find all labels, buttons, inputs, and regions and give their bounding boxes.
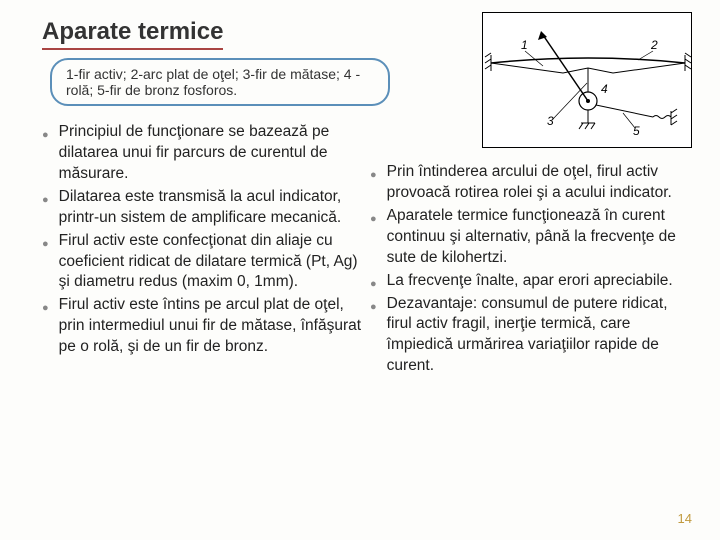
bullet-icon: ● xyxy=(370,212,377,227)
bullet-text: Principiul de funcţionare se bazează pe … xyxy=(59,122,362,185)
list-item: ● La frecvenţe înalte, apar erori apreci… xyxy=(370,271,690,292)
list-item: ● Aparatele termice funcţionează în cure… xyxy=(370,206,690,269)
list-item: ● Firul activ este confecţionat din alia… xyxy=(42,231,362,294)
bullet-icon: ● xyxy=(370,277,377,292)
diagram-label-1: 1 xyxy=(521,38,528,52)
bullet-text: Dilatarea este transmisă la acul indicat… xyxy=(59,187,362,229)
bullet-text: Prin întinderea arcului de oţel, firul a… xyxy=(387,162,690,204)
bullet-icon: ● xyxy=(370,300,377,315)
content-columns: ● Principiul de funcţionare se bazează p… xyxy=(42,122,690,379)
bullet-icon: ● xyxy=(42,301,49,316)
caption-box: 1-fir activ; 2-arc plat de oţel; 3-fir d… xyxy=(50,58,390,106)
list-item: ● Prin întinderea arcului de oţel, firul… xyxy=(370,162,690,204)
right-column: ● Prin întinderea arcului de oţel, firul… xyxy=(370,122,690,379)
diagram-label-5: 5 xyxy=(633,124,640,138)
page-number: 14 xyxy=(678,511,692,526)
diagram-label-2: 2 xyxy=(650,38,658,52)
bullet-text: Firul activ este confecţionat din aliaje… xyxy=(59,231,362,294)
list-item: ● Firul activ este întins pe arcul plat … xyxy=(42,295,362,358)
slide-title: Aparate termice xyxy=(42,18,223,50)
list-item: ● Dilatarea este transmisă la acul indic… xyxy=(42,187,362,229)
diagram-label-4: 4 xyxy=(601,82,608,96)
bullet-text: La frecvenţe înalte, apar erori apreciab… xyxy=(387,271,690,292)
bullet-icon: ● xyxy=(42,237,49,252)
slide: Aparate termice 1-fir activ; 2-arc plat … xyxy=(0,0,720,540)
bullet-icon: ● xyxy=(42,193,49,208)
mechanism-diagram: 1 2 3 4 5 xyxy=(482,12,692,148)
left-column: ● Principiul de funcţionare se bazează p… xyxy=(42,122,362,379)
list-item: ● Principiul de funcţionare se bazează p… xyxy=(42,122,362,185)
bullet-text: Firul activ este întins pe arcul plat de… xyxy=(59,295,362,358)
bullet-icon: ● xyxy=(370,168,377,183)
bullet-text: Dezavantaje: consumul de putere ridicat,… xyxy=(387,294,690,378)
list-item: ● Dezavantaje: consumul de putere ridica… xyxy=(370,294,690,378)
bullet-text: Aparatele termice funcţionează în curent… xyxy=(387,206,690,269)
diagram-label-3: 3 xyxy=(547,114,554,128)
bullet-icon: ● xyxy=(42,128,49,143)
